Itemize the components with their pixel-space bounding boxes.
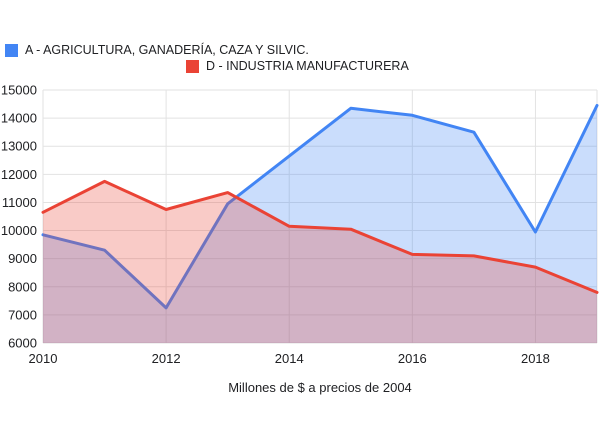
y-tick-label: 11000 [2, 195, 37, 210]
y-tick-label: 6000 [8, 336, 37, 351]
y-tick-label: 13000 [1, 139, 37, 154]
y-tick-label: 8000 [8, 279, 37, 294]
x-axis-title: Millones de $ a precios de 2004 [228, 380, 412, 395]
legend-swatch-industria-icon [186, 59, 199, 73]
x-tick-label: 2012 [152, 351, 181, 366]
y-tick-label: 10000 [1, 223, 37, 238]
legend-label-agricultura: A - AGRICULTURA, GANADERÍA, CAZA Y SILVI… [25, 43, 309, 57]
series-line-industria [41, 179, 599, 294]
legend-swatch-agricultura-icon [5, 43, 18, 57]
legend-label-industria: D - INDUSTRIA MANUFACTURERA [206, 59, 409, 73]
legend-item-industria: D - INDUSTRIA MANUFACTURERA [186, 59, 409, 73]
y-tick-label: 14000 [1, 111, 37, 126]
x-tick-label: 2014 [275, 351, 304, 366]
x-tick-label: 2016 [398, 351, 427, 366]
legend-item-agricultura: A - AGRICULTURA, GANADERÍA, CAZA Y SILVI… [5, 43, 309, 57]
y-tick-label: 15000 [1, 83, 37, 98]
y-tick-label: 12000 [1, 167, 37, 182]
x-tick-label: 2010 [29, 351, 58, 366]
series-line-agricultura [41, 104, 599, 310]
y-tick-label: 7000 [8, 307, 37, 322]
series-area-industria [43, 181, 597, 343]
x-tick-label: 2018 [521, 351, 550, 366]
y-tick-label: 9000 [8, 251, 37, 266]
